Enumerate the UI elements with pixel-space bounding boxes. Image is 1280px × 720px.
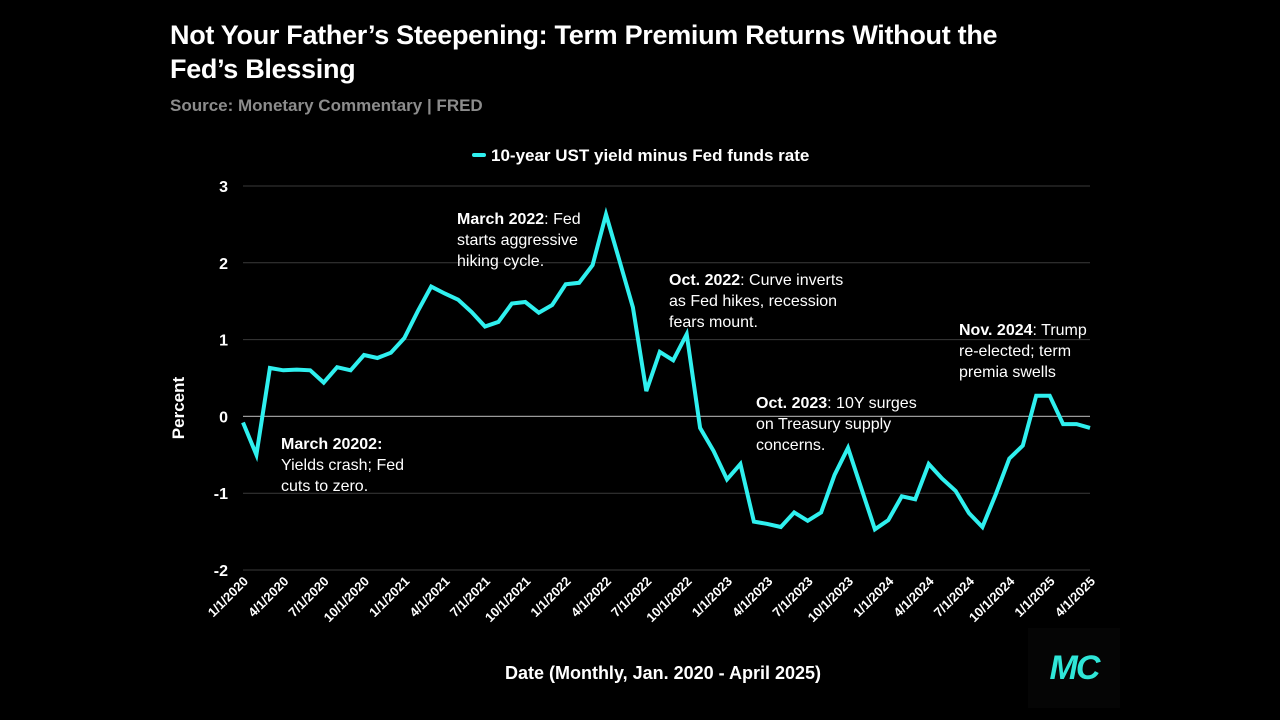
annotation-line: premia swells — [959, 364, 1056, 381]
annotation-line: cuts to zero. — [281, 478, 368, 495]
x-tick-label: 1/1/2023 — [689, 574, 735, 620]
legend-label: 10-year UST yield minus Fed funds rate — [491, 146, 809, 165]
annotation-date: March 2022 — [457, 211, 544, 228]
y-tick-label: 3 — [219, 179, 228, 196]
annotation-line: : Trump — [1033, 322, 1087, 339]
annotation-line: re-elected; term — [959, 343, 1071, 360]
x-tick-label: 4/1/2025 — [1052, 574, 1098, 620]
x-tick-label: 1/1/2022 — [527, 574, 573, 620]
annotation-line: starts aggressive — [457, 232, 578, 249]
x-tick-label: 1/1/2020 — [205, 574, 251, 620]
annotation-line: as Fed hikes, recession — [669, 293, 837, 310]
y-tick-label: 0 — [219, 409, 228, 426]
annotation-line: : 10Y surges — [827, 395, 917, 412]
x-tick-label: 4/1/2022 — [568, 574, 614, 620]
annotation: Oct. 2022: Curve inverts as Fed hikes, re… — [669, 272, 843, 331]
annotation-date: Oct. 2022 — [669, 272, 740, 289]
annotation: Nov. 2024: Trump re-elected; term premia s… — [959, 322, 1087, 381]
x-tick-label: 1/1/2025 — [1011, 574, 1057, 620]
logo-text: MC — [1049, 648, 1101, 687]
annotation-date: Oct. 2023 — [756, 395, 827, 412]
annotation-line: : Curve inverts — [740, 272, 843, 289]
y-tick-label: -2 — [214, 563, 228, 580]
x-tick-label: 4/1/2023 — [729, 574, 775, 620]
x-tick-label: 1/1/2021 — [366, 574, 412, 620]
annotation: Oct. 2023: 10Y surges on Treasury supply c… — [756, 395, 917, 454]
y-tick-label: -1 — [214, 486, 228, 503]
annotation-line: Yields crash; Fed — [281, 457, 404, 474]
annotation: March 20202: Yields crash; Fed cuts to zer… — [281, 436, 404, 495]
annotation: March 2022: Fed starts aggressive hiking c… — [457, 211, 581, 270]
chart-source: Source: Monetary Commentary | FRED — [170, 96, 483, 115]
chart-title: Not Your Father’s Steepening: Term Premi… — [170, 20, 998, 84]
annotation-date: Nov. 2024 — [959, 322, 1033, 339]
annotation-line: on Treasury supply — [756, 416, 891, 433]
y-axis-label: Percent — [169, 376, 188, 439]
x-tick-label: 4/1/2020 — [245, 574, 291, 620]
annotation-line: : Fed — [544, 211, 580, 228]
annotation-line: concerns. — [756, 437, 825, 454]
annotation-line: hiking cycle. — [457, 253, 544, 270]
x-tick-label: 4/1/2021 — [406, 574, 452, 620]
x-axis-label: Date (Monthly, Jan. 2020 - April 2025) — [505, 663, 821, 683]
y-tick-label: 1 — [219, 333, 228, 350]
mc-logo: MC — [1028, 628, 1120, 708]
x-tick-label: 4/1/2024 — [890, 573, 937, 620]
annotation-line: fears mount. — [669, 314, 758, 331]
y-tick-label: 2 — [219, 256, 228, 273]
series-line — [241, 206, 1091, 533]
annotation-date: March 20202: — [281, 436, 382, 453]
x-tick-label: 1/1/2024 — [850, 573, 897, 620]
